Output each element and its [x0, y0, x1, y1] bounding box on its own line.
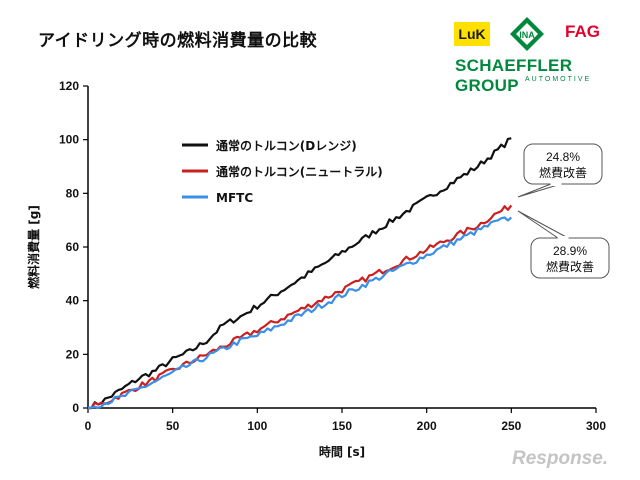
x-tick-label: 300: [586, 419, 606, 433]
callout-box: [523, 143, 603, 185]
automotive-label: AUTOMOTIVE: [525, 76, 592, 83]
x-tick-label: 250: [501, 419, 521, 433]
ina-logo-text: INA: [519, 30, 535, 40]
legend-label-2: 通常のトルコン(ニュートラル): [216, 164, 383, 179]
chart-axes: 0 20 40 60 80 100 120 0 50 100 150 200 250 300 時間 [s] 燃…: [26, 79, 606, 459]
callout-pointer: [517, 210, 569, 239]
response-watermark: Response.: [512, 448, 609, 469]
y-tick-label: 100: [59, 133, 79, 147]
ina-logo: INA: [509, 16, 545, 52]
ina-diamond-icon: INA: [510, 17, 544, 51]
series-line-1: [88, 137, 512, 410]
y-tick-label: 40: [66, 294, 80, 308]
callout-joint: [557, 236, 569, 240]
chart-legend: 通常のトルコン(Dレンジ) 通常のトルコン(ニュートラル) MFTC: [182, 138, 383, 205]
callout-box: [530, 237, 610, 279]
callout-joint: [550, 182, 562, 186]
y-tick-label: 80: [66, 186, 80, 200]
y-tick-label: 120: [59, 79, 79, 93]
x-tick-label: 50: [166, 419, 180, 433]
series-line-2: [88, 204, 513, 410]
callout-percent: 28.9%: [553, 244, 587, 258]
legend-label-1: 通常のトルコン(Dレンジ): [216, 138, 357, 153]
improvement-callout-1: 24.8%燃費改善: [517, 143, 603, 198]
improvement-callout-2: 28.9%燃費改善: [517, 210, 610, 279]
y-tick-label: 20: [66, 347, 80, 361]
x-tick-label: 100: [247, 419, 267, 433]
chart-title: アイドリング時の燃料消費量の比較: [38, 31, 318, 51]
callout-percent: 24.8%: [546, 150, 580, 164]
y-tick-label: 0: [72, 401, 79, 415]
x-tick-label: 0: [85, 419, 92, 433]
callout-caption: 燃費改善: [539, 165, 587, 180]
y-axis-label: 燃料消費量 [g]: [26, 205, 41, 289]
fag-logo: FAG: [565, 22, 600, 41]
luk-logo: LuK: [454, 22, 490, 46]
series-layer: [87, 137, 513, 410]
x-tick-label: 150: [332, 419, 352, 433]
series-line-3: [87, 216, 513, 410]
x-axis-label: 時間 [s]: [319, 444, 365, 459]
legend-label-3: MFTC: [216, 191, 253, 205]
callout-caption: 燃費改善: [546, 259, 594, 274]
x-tick-label: 200: [417, 419, 437, 433]
y-tick-label: 60: [66, 240, 80, 254]
schaeffler-group-logo: SCHAEFFLER GROUP: [455, 56, 573, 95]
